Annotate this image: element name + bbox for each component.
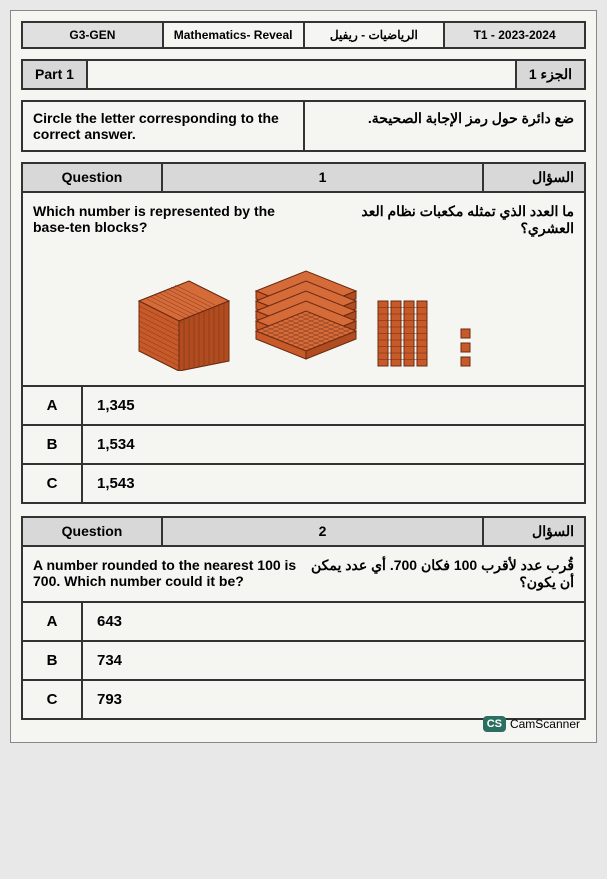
watermark-badge: CS [483,716,506,732]
question-2-text-en: A number rounded to the nearest 100 is 7… [33,557,308,591]
question-2-block: Question 2 السؤال A number rounded to th… [21,516,586,720]
question-2-number: 2 [163,518,484,545]
header-subject-en: Mathematics- Reveal [164,23,305,47]
question-label-ar: السؤال [484,518,584,545]
choice-value: 1,345 [83,387,584,424]
question-1-block: Question 1 السؤال Which number is repres… [21,162,586,504]
choice-letter: C [23,465,83,502]
question-1-text-en: Which number is represented by the base-… [33,203,308,237]
question-1-text: Which number is represented by the base-… [23,193,584,247]
ten-rods [373,291,443,371]
part-spacer [88,61,515,88]
header-code: G3-GEN [23,23,164,47]
base-ten-figure [23,247,584,387]
question-2-text: A number rounded to the nearest 100 is 7… [23,547,584,603]
q2-choice-b: B 734 [23,642,584,681]
watermark-text: CamScanner [510,717,580,731]
part-label-ar: الجزء 1 [515,61,584,88]
choice-letter: A [23,603,83,640]
question-2-text-ar: قُرب عدد لأقرب 100 فكان 700. أي عدد يمكن… [308,557,575,591]
header-row: G3-GEN Mathematics- Reveal الرياضيات - ر… [21,21,586,49]
part-label-en: Part 1 [23,61,88,88]
worksheet-page: G3-GEN Mathematics- Reveal الرياضيات - ر… [10,10,597,743]
question-label-ar: السؤال [484,164,584,191]
choice-value: 734 [83,642,584,679]
thousand-cube [129,271,239,371]
choice-letter: C [23,681,83,718]
choice-value: 1,534 [83,426,584,463]
part-row: Part 1 الجزء 1 [21,59,586,90]
instruction-ar: ضع دائرة حول رمز الإجابة الصحيحة. [305,102,585,150]
q2-choice-a: A 643 [23,603,584,642]
question-1-text-ar: ما العدد الذي تمثله مكعبات نظام العد الع… [308,203,575,237]
question-label-en: Question [23,164,163,191]
instruction-en: Circle the letter corresponding to the c… [23,102,305,150]
q1-choice-c: C 1,543 [23,465,584,502]
q1-choice-a: A 1,345 [23,387,584,426]
choice-letter: A [23,387,83,424]
choice-letter: B [23,642,83,679]
camscanner-watermark: CS CamScanner [483,716,580,732]
hundred-flats [251,261,361,371]
header-subject-ar: الرياضيات - ريفيل [305,23,446,47]
choice-letter: B [23,426,83,463]
choice-value: 1,543 [83,465,584,502]
question-1-header: Question 1 السؤال [23,164,584,193]
question-label-en: Question [23,518,163,545]
question-1-number: 1 [163,164,484,191]
question-2-header: Question 2 السؤال [23,518,584,547]
unit-cubes [455,321,479,371]
choice-value: 793 [83,681,584,718]
header-term: T1 - 2023-2024 [445,23,584,47]
q1-choice-b: B 1,534 [23,426,584,465]
choice-value: 643 [83,603,584,640]
instruction-row: Circle the letter corresponding to the c… [21,100,586,152]
q2-choice-c: C 793 [23,681,584,718]
